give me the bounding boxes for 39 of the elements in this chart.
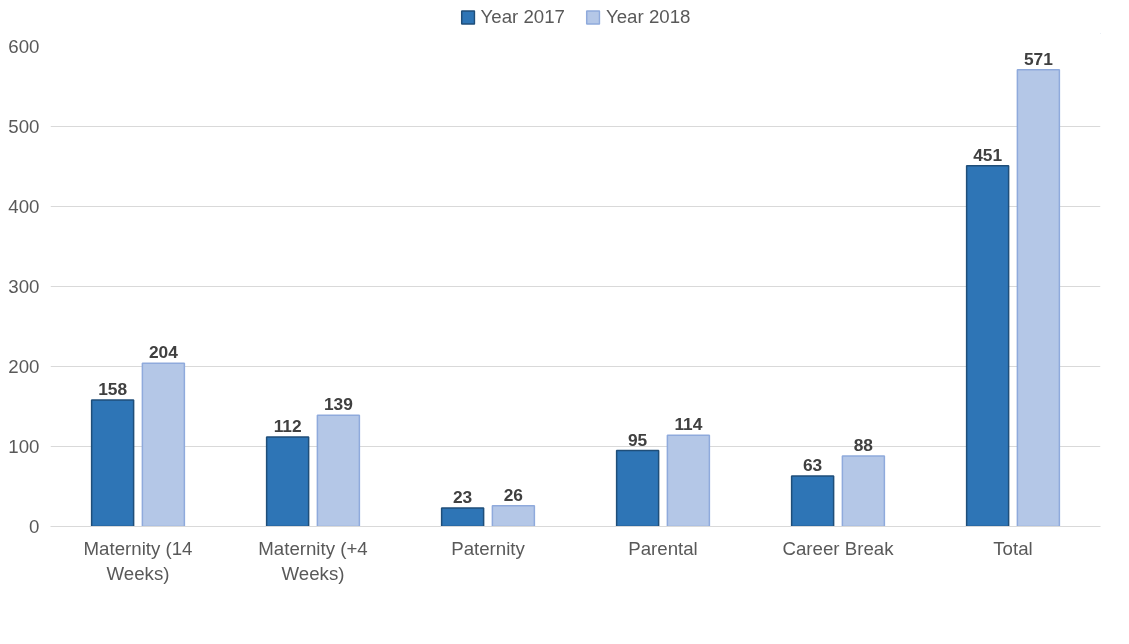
y-tick-label: 600 <box>8 36 40 57</box>
data-label: 23 <box>452 487 473 508</box>
y-tick-label: 0 <box>29 516 40 537</box>
bar <box>141 362 186 527</box>
bar <box>790 475 835 527</box>
x-tick-label: Parental <box>628 537 698 559</box>
y-tick-label: 400 <box>8 196 40 217</box>
x-tick-label: Total <box>993 537 1033 559</box>
bar <box>615 449 660 527</box>
x-tick-label: Maternity (14 Weeks) <box>83 537 193 584</box>
bar <box>666 434 711 527</box>
bar <box>1016 68 1061 527</box>
bar <box>440 507 485 527</box>
bar <box>316 414 361 527</box>
data-label: 158 <box>98 379 128 400</box>
bar <box>491 504 536 527</box>
x-tick-label: Paternity <box>451 537 526 559</box>
y-tick-label: 300 <box>8 276 40 297</box>
data-label: 112 <box>273 415 302 436</box>
data-label: 571 <box>1023 48 1054 69</box>
data-label: 88 <box>853 435 874 456</box>
legend-label: Year 2018 <box>606 6 691 28</box>
data-label: 451 <box>973 144 1003 165</box>
data-label: 95 <box>627 429 648 450</box>
data-label: 114 <box>674 414 703 435</box>
data-label: 26 <box>503 484 524 505</box>
data-label: 204 <box>148 342 179 363</box>
x-tick-label: Career Break <box>782 537 895 559</box>
y-tick-label: 500 <box>8 116 40 137</box>
data-label: 63 <box>802 455 823 476</box>
bar <box>841 455 886 527</box>
y-tick-label: 100 <box>8 436 40 457</box>
legend-label: Year 2017 <box>480 6 565 28</box>
y-tick-label: 200 <box>8 356 40 377</box>
bar <box>965 164 1010 527</box>
bar <box>265 436 310 527</box>
data-label: 139 <box>323 394 353 415</box>
x-tick-label: Maternity (+4 Weeks) <box>258 537 368 584</box>
bar <box>90 399 135 527</box>
